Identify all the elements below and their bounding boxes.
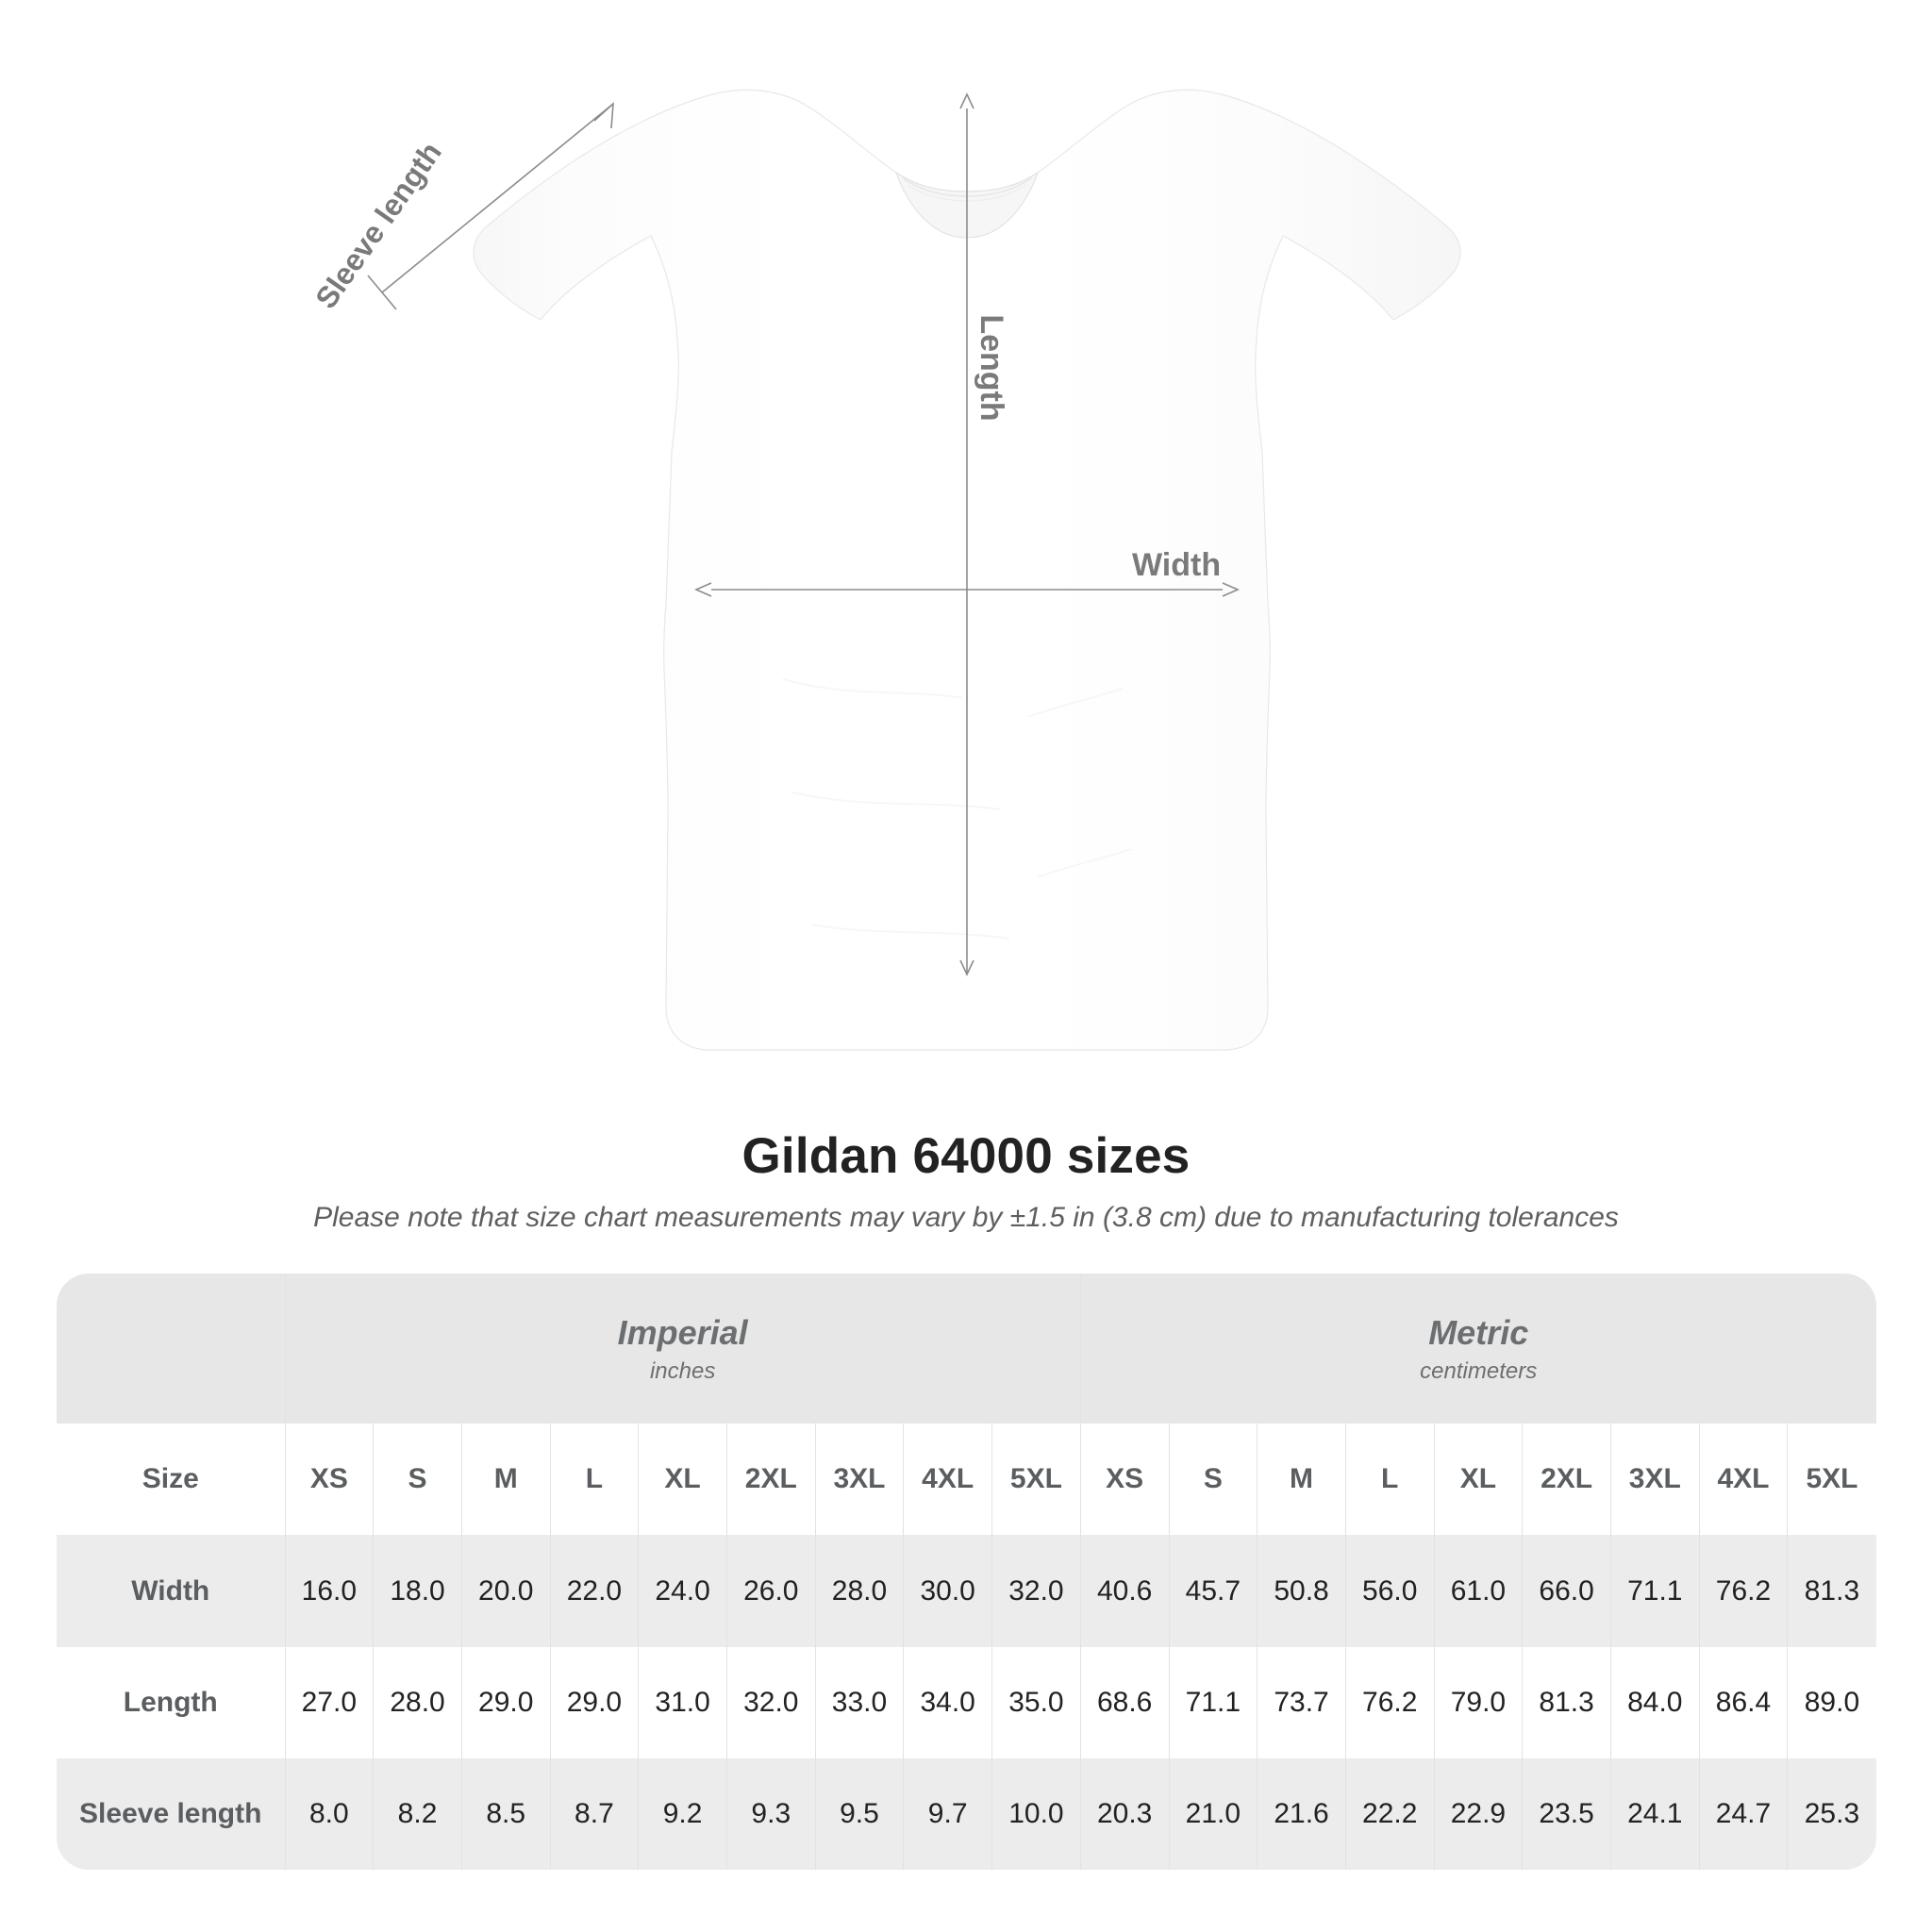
svg-text:Width: Width xyxy=(1132,547,1221,583)
svg-text:Length: Length xyxy=(974,314,1009,421)
